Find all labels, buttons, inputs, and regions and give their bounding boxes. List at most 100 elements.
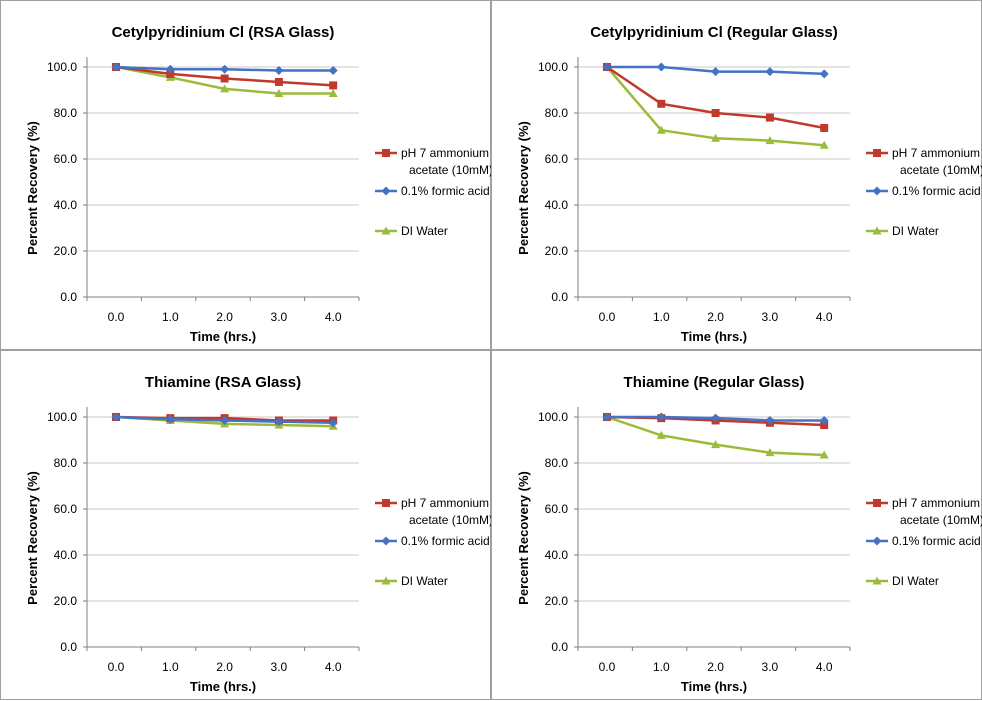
data-point-formic (220, 415, 230, 425)
x-axis-label: Time (hrs.) (681, 679, 747, 694)
legend-label-ammonium: acetate (10mM) (409, 513, 492, 527)
data-point-formic (165, 64, 175, 74)
data-point-ammonium (711, 109, 720, 117)
y-tick-label: 20.0 (54, 594, 78, 608)
chart-svg-thiamine-rsa: Thiamine (RSA Glass) 0.0 20.0 40.0 60.0 80.0 1… (25, 374, 492, 694)
series-line-water (606, 66, 825, 147)
legend-label-water: DI Water (892, 574, 939, 588)
data-point-ammonium (820, 123, 829, 132)
data-point-water (765, 136, 775, 145)
data-point-ammonium (765, 113, 774, 122)
x-tick-label: 0.0 (599, 660, 616, 674)
x-tick-label: 0.0 (599, 310, 616, 324)
data-point-water (819, 450, 829, 459)
legend-marker-formic (381, 536, 391, 546)
y-tick-label: 40.0 (545, 548, 569, 562)
data-point-ammonium (274, 77, 283, 86)
legend-marker-water (872, 226, 882, 235)
data-point-water (765, 448, 775, 457)
legend-label-formic: 0.1% formic acid (401, 534, 490, 548)
legend-marker-water (872, 576, 882, 585)
legend-label-water: DI Water (401, 574, 448, 588)
data-point-formic (765, 67, 775, 77)
chart-title: Thiamine (RSA Glass) (145, 374, 301, 391)
legend-marker-formic (872, 536, 882, 546)
data-point-formic (656, 62, 666, 72)
legend-label-formic: 0.1% formic acid (401, 184, 490, 198)
y-tick-label: 0.0 (60, 290, 77, 304)
x-tick-label: 3.0 (271, 660, 288, 674)
data-point-formic (165, 414, 175, 424)
data-point-ammonium (220, 74, 229, 83)
legend-label-water: DI Water (892, 224, 939, 238)
data-point-water (711, 440, 721, 449)
chart-title: Cetylpyridinium Cl (Regular Glass) (590, 24, 838, 41)
y-tick-label: 20.0 (545, 594, 569, 608)
y-tick-label: 0.0 (551, 290, 568, 304)
x-tick-label: 3.0 (271, 310, 288, 324)
legend-label-ammonium: pH 7 ammonium (401, 146, 489, 160)
chart-title: Thiamine (Regular Glass) (624, 374, 805, 391)
data-point-formic (274, 65, 284, 75)
y-tick-label: 40.0 (54, 548, 78, 562)
x-axis-label: Time (hrs.) (681, 329, 747, 344)
x-tick-label: 4.0 (816, 660, 833, 674)
legend-label-formic: 0.1% formic acid (892, 534, 981, 548)
y-tick-label: 0.0 (60, 640, 77, 654)
x-axis-label: Time (hrs.) (190, 679, 256, 694)
chart-svg-cetylpyridinium-regular: Cetylpyridinium Cl (Regular Glass) 0.0 20.… (516, 24, 982, 344)
x-tick-label: 2.0 (216, 660, 233, 674)
chart-panel-thiamine-rsa: Thiamine (RSA Glass) 0.0 20.0 40.0 60.0 80.0 1… (0, 350, 492, 700)
data-point-water (274, 88, 284, 97)
y-tick-label: 60.0 (545, 502, 569, 516)
x-tick-label: 4.0 (816, 310, 833, 324)
y-tick-label: 100.0 (47, 60, 77, 74)
x-tick-label: 2.0 (707, 660, 724, 674)
legend-marker-formic (872, 186, 882, 196)
x-tick-label: 0.0 (108, 660, 125, 674)
x-tick-label: 2.0 (707, 310, 724, 324)
y-tick-label: 40.0 (54, 198, 78, 212)
data-point-formic (602, 62, 612, 72)
legend-marker-formic (381, 186, 391, 196)
y-tick-label: 80.0 (545, 456, 569, 470)
x-tick-label: 1.0 (653, 660, 670, 674)
x-tick-label: 0.0 (108, 310, 125, 324)
data-point-formic (328, 418, 338, 428)
y-tick-label: 80.0 (545, 106, 569, 120)
chart-panel-cetylpyridinium-rsa: Cetylpyridinium Cl (RSA Glass) 0.0 20.0 40.… (0, 0, 492, 350)
legend-marker-ammonium (382, 499, 390, 507)
data-point-formic (819, 69, 829, 79)
data-point-ammonium (166, 69, 175, 78)
x-tick-label: 2.0 (216, 310, 233, 324)
y-tick-label: 20.0 (545, 244, 569, 258)
y-tick-label: 40.0 (545, 198, 569, 212)
y-tick-label: 100.0 (538, 410, 568, 424)
y-axis-label: Percent Recovery (%) (25, 471, 40, 605)
data-point-water (711, 133, 721, 142)
data-point-formic (765, 415, 775, 425)
x-tick-label: 3.0 (762, 310, 779, 324)
legend-label-ammonium: acetate (10mM) (900, 163, 982, 177)
x-axis-label: Time (hrs.) (190, 329, 256, 344)
data-point-ammonium (329, 81, 338, 90)
legend-label-ammonium: acetate (10mM) (900, 513, 982, 527)
data-point-formic (111, 62, 121, 72)
x-tick-label: 1.0 (162, 660, 179, 674)
y-axis-label: Percent Recovery (%) (25, 121, 40, 255)
y-axis-label: Percent Recovery (%) (516, 121, 531, 255)
data-point-water (819, 140, 829, 149)
y-tick-label: 20.0 (54, 244, 78, 258)
series-line-ammonium (606, 65, 825, 130)
legend-marker-ammonium (382, 149, 390, 157)
data-point-formic (602, 412, 612, 422)
chart-panel-thiamine-regular: Thiamine (Regular Glass) 0.0 20.0 40.0 60.0 8… (491, 350, 982, 700)
legend-marker-water (381, 226, 391, 235)
legend-marker-ammonium (873, 149, 881, 157)
legend-marker-water (381, 576, 391, 585)
data-point-formic (111, 412, 121, 422)
chart-svg-cetylpyridinium-rsa: Cetylpyridinium Cl (RSA Glass) 0.0 20.0 40.… (25, 24, 492, 344)
y-tick-label: 0.0 (551, 640, 568, 654)
y-tick-label: 60.0 (54, 152, 78, 166)
data-point-formic (656, 412, 666, 422)
